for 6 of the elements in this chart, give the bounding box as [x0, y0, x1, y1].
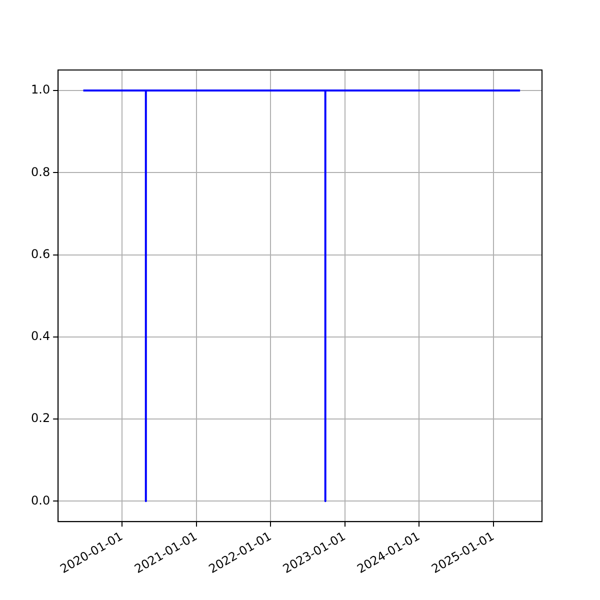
y-tick-label: 0.6	[30, 246, 50, 261]
y-tick-label: 0.8	[30, 164, 50, 179]
y-tick-label: 0.4	[30, 329, 50, 344]
y-tick-label: 0.0	[30, 493, 50, 508]
y-tick-label: 1.0	[30, 82, 50, 97]
y-tick-label: 0.2	[30, 411, 50, 426]
